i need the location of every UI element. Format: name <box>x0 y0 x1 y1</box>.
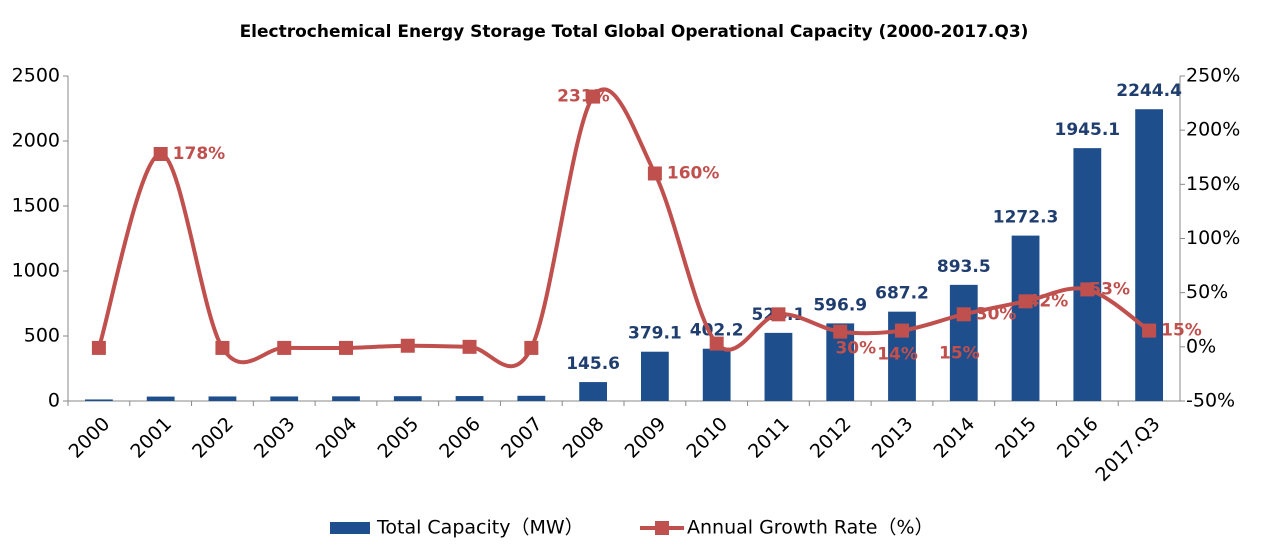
line-label: 160% <box>667 164 720 184</box>
bar-label: 596.9 <box>813 295 867 315</box>
bar <box>455 396 484 401</box>
bar-label: 1272.3 <box>993 208 1059 228</box>
bar <box>640 351 669 401</box>
line-marker <box>91 340 106 355</box>
y-tick-label: 1500 <box>12 195 60 217</box>
bar-label: 1945.1 <box>1055 120 1121 140</box>
bar <box>579 382 608 401</box>
line-label: 15% <box>1161 321 1202 341</box>
line-label: 178% <box>173 144 226 164</box>
y-tick-label: 2500 <box>12 65 60 87</box>
bar <box>1011 235 1040 401</box>
y-tick-label: 0 <box>48 390 60 412</box>
bar-label: 2244.4 <box>1116 81 1182 101</box>
x-tick-label: 2017.Q3 <box>1091 413 1164 486</box>
line-label: 231% <box>557 87 610 107</box>
bar <box>764 332 793 401</box>
line-marker <box>709 336 724 351</box>
line-marker <box>339 340 353 355</box>
line-marker <box>833 324 848 339</box>
line-label: 30% <box>976 304 1017 324</box>
bar <box>1073 148 1102 401</box>
line <box>96 87 1151 369</box>
x-tick-label: 2008 <box>559 413 609 463</box>
bar <box>1135 109 1164 401</box>
legend-swatch <box>330 522 370 534</box>
line-marker <box>153 147 168 161</box>
y2-tick-label: 50% <box>1186 281 1228 303</box>
bar-label: 893.5 <box>937 257 991 277</box>
y2-tick-label: 250% <box>1186 65 1240 87</box>
line-marker <box>215 340 230 355</box>
y-tick-label: 1000 <box>12 260 60 282</box>
x-tick-label: 2016 <box>1053 413 1103 463</box>
line-marker <box>400 338 415 353</box>
line-marker <box>586 89 601 104</box>
x-tick-label: 2003 <box>250 413 300 463</box>
x-tick-label: 2001 <box>126 413 176 463</box>
legend-marker <box>655 521 669 535</box>
bar <box>146 396 175 401</box>
bar-label: 402.2 <box>690 321 744 341</box>
chart-title: Electrochemical Energy Storage Total Glo… <box>240 22 1029 42</box>
x-tick-label: 2005 <box>373 413 423 463</box>
bar <box>208 396 237 401</box>
x-tick-label: 2004 <box>312 413 362 463</box>
line-marker <box>771 307 786 322</box>
line-marker <box>1018 294 1033 309</box>
x-tick-label: 2012 <box>806 413 856 463</box>
line-marker <box>277 340 292 355</box>
bar-label: 687.2 <box>875 284 929 304</box>
y2-tick-label: 0% <box>1186 335 1216 357</box>
bar <box>270 396 299 401</box>
line-marker <box>524 340 539 355</box>
line-label: 15% <box>939 344 980 364</box>
bar <box>949 284 978 401</box>
line-marker <box>956 307 971 322</box>
y2-tick-label: -50% <box>1186 390 1235 412</box>
y-tick-label: 2000 <box>12 130 60 152</box>
x-tick-label: 2002 <box>188 413 238 463</box>
bar <box>702 348 731 401</box>
x-tick-label: 2015 <box>991 413 1041 463</box>
y2-tick-label: 100% <box>1186 227 1240 249</box>
legend-label: Annual Growth Rate（%） <box>687 517 934 539</box>
bar <box>517 395 546 401</box>
bar <box>393 396 422 401</box>
legend-label: Total Capacity（MW） <box>376 517 584 539</box>
y2-tick-label: 200% <box>1186 119 1240 141</box>
line-label: 42% <box>1028 291 1069 311</box>
bar-label: 145.6 <box>566 354 620 374</box>
line-label: 30% <box>835 338 876 358</box>
line-label: 53% <box>1089 279 1130 299</box>
bar-label: 379.1 <box>628 324 682 344</box>
x-tick-label: 2007 <box>497 413 547 463</box>
x-tick-label: 2014 <box>929 413 979 463</box>
line-marker <box>647 166 662 181</box>
x-tick-label: 2011 <box>744 413 794 463</box>
line-label: 14% <box>877 345 918 365</box>
x-tick-label: 2013 <box>868 413 918 463</box>
x-tick-label: 2006 <box>435 413 485 463</box>
line-marker <box>1142 323 1157 338</box>
y2-tick-label: 150% <box>1186 173 1240 195</box>
x-tick-label: 2009 <box>621 413 671 463</box>
bar <box>332 396 360 401</box>
x-tick-label: 2010 <box>682 413 732 463</box>
line-marker <box>895 323 909 338</box>
bar <box>84 399 113 401</box>
line-marker <box>1080 282 1095 297</box>
y-tick-label: 500 <box>24 325 60 347</box>
x-tick-label: 2000 <box>65 413 115 463</box>
line-marker <box>462 339 477 354</box>
